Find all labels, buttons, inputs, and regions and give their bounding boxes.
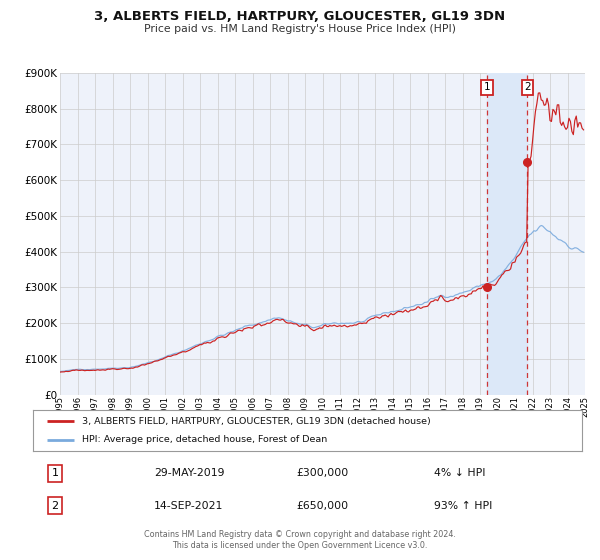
Text: 93% ↑ HPI: 93% ↑ HPI xyxy=(434,501,492,511)
Text: 3, ALBERTS FIELD, HARTPURY, GLOUCESTER, GL19 3DN (detached house): 3, ALBERTS FIELD, HARTPURY, GLOUCESTER, … xyxy=(82,417,431,426)
Text: 1: 1 xyxy=(484,82,490,92)
Text: £300,000: £300,000 xyxy=(296,468,349,478)
Text: £650,000: £650,000 xyxy=(296,501,349,511)
Text: Price paid vs. HM Land Registry's House Price Index (HPI): Price paid vs. HM Land Registry's House … xyxy=(144,24,456,34)
Text: 2: 2 xyxy=(524,82,531,92)
Text: 2: 2 xyxy=(52,501,59,511)
Text: 4% ↓ HPI: 4% ↓ HPI xyxy=(434,468,485,478)
Text: HPI: Average price, detached house, Forest of Dean: HPI: Average price, detached house, Fore… xyxy=(82,436,328,445)
Text: Contains HM Land Registry data © Crown copyright and database right 2024.: Contains HM Land Registry data © Crown c… xyxy=(144,530,456,539)
Text: 29-MAY-2019: 29-MAY-2019 xyxy=(154,468,224,478)
Text: 1: 1 xyxy=(52,468,58,478)
Text: 14-SEP-2021: 14-SEP-2021 xyxy=(154,501,223,511)
Text: 3, ALBERTS FIELD, HARTPURY, GLOUCESTER, GL19 3DN: 3, ALBERTS FIELD, HARTPURY, GLOUCESTER, … xyxy=(94,10,506,22)
Text: This data is licensed under the Open Government Licence v3.0.: This data is licensed under the Open Gov… xyxy=(172,541,428,550)
Bar xyxy=(487,73,527,395)
